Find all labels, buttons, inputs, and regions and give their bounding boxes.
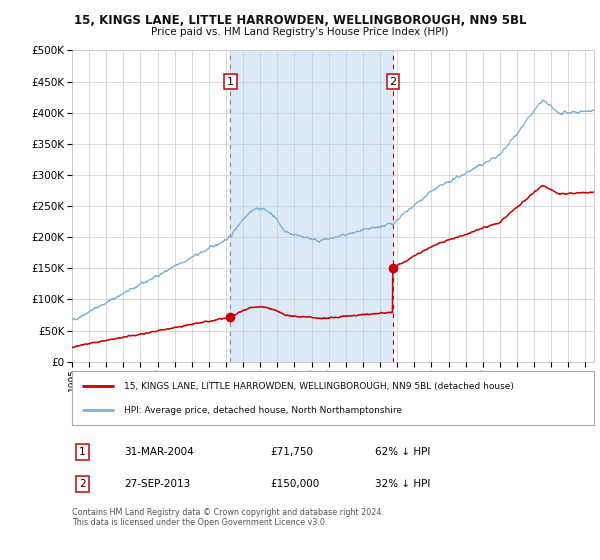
- Text: £71,750: £71,750: [271, 447, 313, 457]
- Text: 62% ↓ HPI: 62% ↓ HPI: [375, 447, 430, 457]
- Text: 32% ↓ HPI: 32% ↓ HPI: [375, 479, 430, 489]
- Text: £150,000: £150,000: [271, 479, 320, 489]
- Text: 15, KINGS LANE, LITTLE HARROWDEN, WELLINGBOROUGH, NN9 5BL (detached house): 15, KINGS LANE, LITTLE HARROWDEN, WELLIN…: [124, 382, 514, 391]
- Text: 2: 2: [389, 77, 397, 87]
- Text: Price paid vs. HM Land Registry's House Price Index (HPI): Price paid vs. HM Land Registry's House …: [151, 27, 449, 37]
- Bar: [230, 50, 393, 362]
- Text: 31-MAR-2004: 31-MAR-2004: [124, 447, 194, 457]
- Text: Contains HM Land Registry data © Crown copyright and database right 2024.
This d: Contains HM Land Registry data © Crown c…: [72, 508, 384, 528]
- Text: 1: 1: [79, 447, 86, 457]
- Text: 15, KINGS LANE, LITTLE HARROWDEN, WELLINGBOROUGH, NN9 5BL: 15, KINGS LANE, LITTLE HARROWDEN, WELLIN…: [74, 14, 526, 27]
- Text: 2: 2: [79, 479, 86, 489]
- Text: 27-SEP-2013: 27-SEP-2013: [124, 479, 190, 489]
- Text: HPI: Average price, detached house, North Northamptonshire: HPI: Average price, detached house, Nort…: [124, 405, 402, 414]
- Text: 1: 1: [227, 77, 234, 87]
